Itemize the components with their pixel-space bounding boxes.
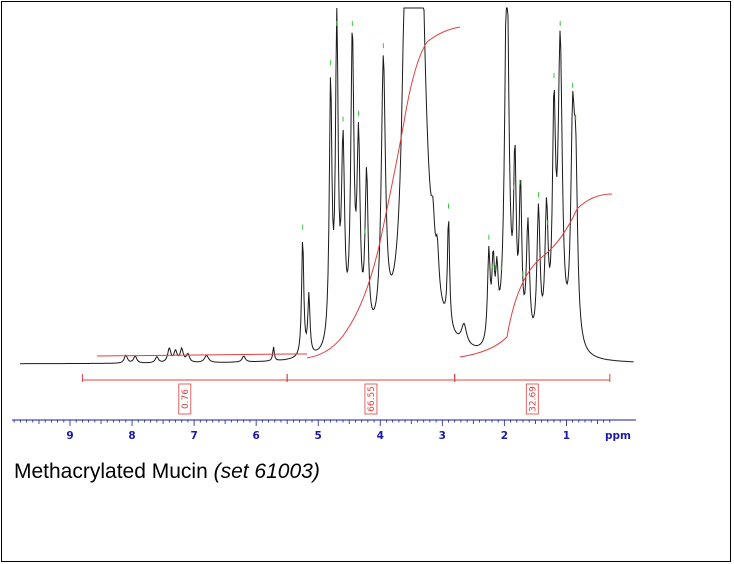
caption-set-id: (set 61003) — [213, 460, 320, 483]
axis-tick-label: 5 — [315, 430, 322, 442]
axis-tick-label: 7 — [190, 430, 197, 442]
axis-tick-label: 2 — [501, 430, 508, 442]
axis-tick-label: 8 — [128, 430, 135, 442]
peak-markers-layer — [302, 21, 577, 277]
integral-curves-layer — [96, 26, 613, 359]
caption-sample-name: Methacrylated Mucin — [14, 460, 208, 483]
integration-value-box — [364, 383, 378, 415]
ppm-axis: 9 8 7 6 5 4 3 2 1 ppm — [12, 419, 636, 442]
spectrum-trace — [20, 7, 634, 365]
axis-unit-label: ppm — [605, 430, 631, 442]
axis-tick-label: 4 — [377, 430, 384, 442]
figure-caption: Methacrylated Mucin (set 61003) — [14, 460, 320, 484]
spectrum-trace-layer — [20, 7, 634, 365]
axis-tick-label: 9 — [66, 430, 73, 442]
integration-value-label: 66.55 — [367, 386, 377, 412]
integration-value-label: 32.69 — [528, 386, 538, 412]
integral-curve-main — [306, 26, 461, 359]
axis-tick-label: 3 — [439, 430, 446, 442]
integral-curve-aromatic — [96, 353, 307, 357]
integration-value-box — [525, 383, 539, 415]
integration-value-label: 0.76 — [181, 389, 191, 409]
nmr-spectrum-chart: 0.76 66.55 32.69 9 8 7 6 5 4 3 2 1 ppm — [12, 7, 636, 442]
integration-regions-layer: 0.76 66.55 32.69 — [81, 374, 611, 415]
axis-tick-label: 1 — [563, 430, 570, 442]
integral-curve-aliphatic — [459, 193, 613, 358]
integration-value-box — [178, 383, 192, 415]
axis-tick-label: 6 — [252, 430, 259, 442]
